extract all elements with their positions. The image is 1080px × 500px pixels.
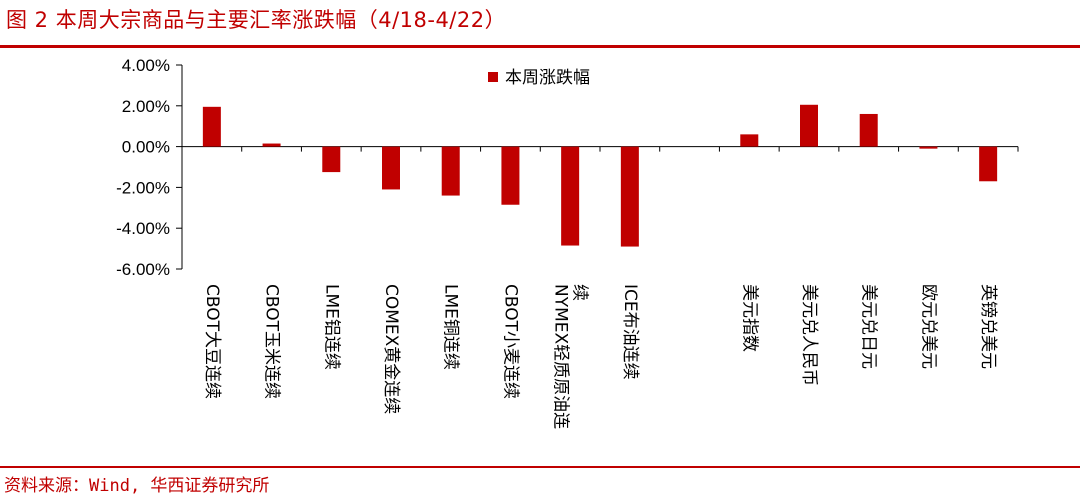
bar [800, 104, 818, 147]
bar [262, 143, 281, 147]
x-category-label: CBOT小麦连续 [500, 284, 520, 399]
legend-label: 本周涨跌幅 [505, 68, 590, 88]
x-category-label: 美元兑人民币 [799, 284, 819, 386]
x-category-label: 英镑兑美元 [978, 284, 998, 369]
x-category-label: CBOT大豆连续 [202, 284, 222, 399]
bar [501, 146, 520, 205]
x-category-label: CBOT玉米连续 [262, 284, 282, 399]
source-note: 资料来源：Wind, 华西证券研究所 [4, 476, 270, 496]
y-tick-label: -6.00% [116, 260, 170, 279]
bar [979, 146, 998, 182]
bar [859, 113, 878, 147]
x-category-label: 美元兑日元 [859, 284, 879, 369]
title-divider [0, 45, 1080, 48]
bar [202, 106, 221, 147]
bar [322, 146, 341, 173]
bar [561, 146, 580, 246]
x-category-label: 美元指数 [739, 284, 759, 352]
footer-divider [0, 466, 1080, 468]
bar-chart: 4.00% 2.00% 0.00% -2.00% -4.00% -6.00% CBOT大豆连… [116, 56, 1019, 429]
bar [382, 146, 400, 190]
x-category-label: 续 [570, 284, 590, 301]
x-category-label: NYMEX轻质原油连 [551, 284, 571, 429]
x-category-label: LME铜连续 [441, 284, 461, 370]
legend-swatch [488, 72, 498, 82]
y-tick-label: 2.00% [122, 97, 170, 116]
legend: 本周涨跌幅 [488, 68, 590, 88]
bar [620, 146, 639, 247]
y-tick-label: 4.00% [122, 56, 170, 75]
bar [740, 134, 759, 147]
y-tick-label: -4.00% [116, 219, 170, 238]
x-category-label: COMEX黄金连续 [381, 284, 401, 414]
x-category-label: 欧元兑美元 [918, 284, 938, 369]
x-category-label: ICE布油连续 [620, 284, 640, 380]
y-tick-label: -2.00% [116, 178, 170, 197]
x-category-label: LME铝连续 [321, 284, 341, 370]
bar [919, 146, 938, 149]
bar [441, 146, 460, 196]
y-tick-label: 0.00% [122, 138, 170, 157]
chart-title: 图 2 本周大宗商品与主要汇率涨跌幅（4/18-4/22） [6, 8, 507, 32]
